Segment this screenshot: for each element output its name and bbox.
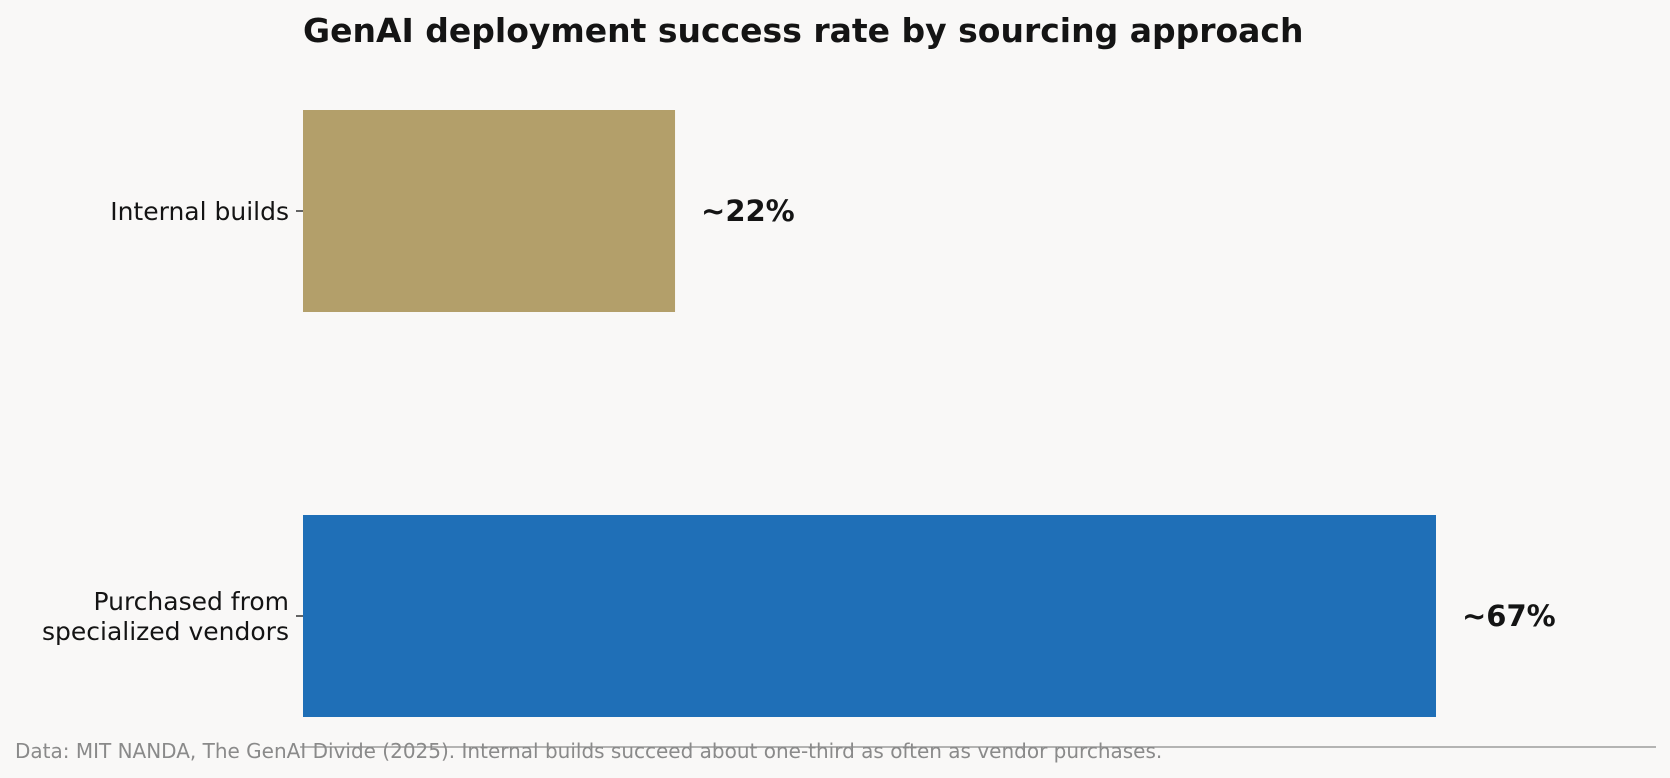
bars-group: Internal builds ~22% Purchased fromspecial… <box>42 110 1556 717</box>
bar-1 <box>303 110 676 312</box>
category-label-2-line-1: Purchased from <box>93 587 289 616</box>
value-label-2: ~67% <box>1462 599 1556 633</box>
chart-title: GenAI deployment success rate by sourcin… <box>303 11 1303 50</box>
category-label-1: Internal builds <box>110 197 289 226</box>
value-label-1: ~22% <box>701 194 795 228</box>
category-label-2-line-2: specialized vendors <box>42 617 289 646</box>
source-caption: Data: MIT NANDA, The GenAI Divide (2025)… <box>15 739 1162 763</box>
bar-2 <box>303 515 1436 717</box>
